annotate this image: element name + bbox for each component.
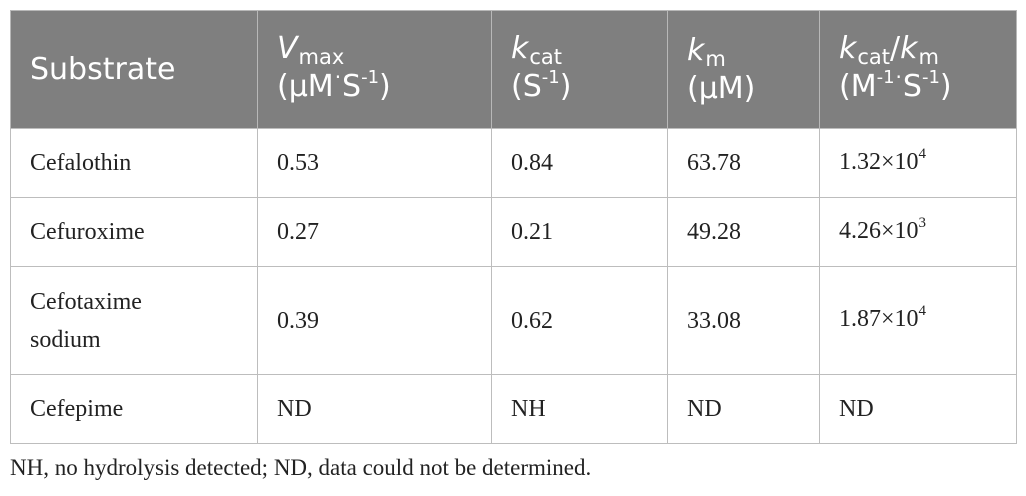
cell-kcat-km: 1.32×104: [819, 128, 1017, 198]
header-vmax: Vmax (μM·S-1): [257, 10, 492, 129]
cell-kcat: 0.21: [491, 197, 668, 267]
kinetics-table: Substrate Vmax (μM·S-1) kcat (S-1) km (μ…: [10, 10, 1017, 444]
header-kcat-km-symbol: kcat/km: [839, 30, 939, 69]
header-km-symbol: km: [687, 32, 726, 71]
cell-kcat-km: 4.26×103: [819, 197, 1017, 267]
cell-kcat: NH: [491, 374, 668, 444]
header-kcat: kcat (S-1): [491, 10, 668, 129]
cell-km: 63.78: [667, 128, 820, 198]
cell-vmax: 0.39: [257, 266, 492, 375]
table-row: Cefepime ND NH ND ND: [10, 374, 1017, 444]
cell-kcat: 0.62: [491, 266, 668, 375]
table-row: Cefotaxime sodium 0.39 0.62 33.08 1.87×10…: [10, 266, 1017, 375]
header-vmax-unit: (μM·S-1): [277, 64, 391, 104]
cell-km: ND: [667, 374, 820, 444]
cell-vmax: ND: [257, 374, 492, 444]
cell-vmax: 0.53: [257, 128, 492, 198]
header-vmax-symbol: Vmax: [277, 30, 345, 69]
header-kcat-km: kcat/km (M-1·S-1): [819, 10, 1017, 129]
header-row: Substrate Vmax (μM·S-1) kcat (S-1) km (μ…: [10, 10, 1017, 129]
cell-km: 49.28: [667, 197, 820, 267]
cell-kcat: 0.84: [491, 128, 668, 198]
cell-kcat-km: ND: [819, 374, 1017, 444]
header-kcat-unit: (S-1): [511, 66, 572, 104]
cell-kcat-km: 1.87×104: [819, 266, 1017, 375]
header-kcat-symbol: kcat: [511, 30, 563, 69]
table-header: Substrate Vmax (μM·S-1) kcat (S-1) km (μ…: [10, 10, 1017, 129]
cell-vmax: 0.27: [257, 197, 492, 267]
kinetics-table-container: Substrate Vmax (μM·S-1) kcat (S-1) km (μ…: [10, 10, 1017, 444]
header-km-unit: (μM): [687, 70, 756, 106]
cell-substrate: Cefepime: [10, 374, 258, 444]
header-kcat-km-unit: (M-1·S-1): [839, 64, 952, 104]
table-row: Cefalothin 0.53 0.84 63.78 1.32×104: [10, 128, 1017, 198]
cell-km: 33.08: [667, 266, 820, 375]
cell-substrate: Cefuroxime: [10, 197, 258, 267]
table-row: Cefuroxime 0.27 0.21 49.28 4.26×103: [10, 197, 1017, 267]
header-km: km (μM): [667, 10, 820, 129]
cell-substrate: Cefotaxime sodium: [10, 266, 258, 375]
header-substrate: Substrate: [10, 10, 258, 129]
cell-substrate: Cefalothin: [10, 128, 258, 198]
table-body: Cefalothin 0.53 0.84 63.78 1.32×104 Cefu…: [10, 128, 1017, 444]
table-footnote: NH, no hydrolysis detected; ND, data cou…: [10, 455, 592, 480]
